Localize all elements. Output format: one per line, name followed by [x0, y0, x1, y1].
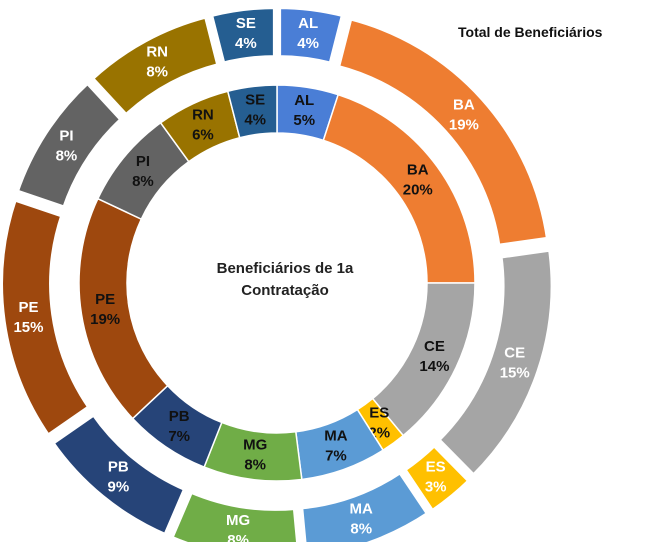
slice — [0, 194, 95, 442]
slice-value-label: 6% — [192, 127, 214, 144]
slice-value-label: 8% — [244, 457, 266, 474]
slice-value-label: 8% — [227, 532, 249, 542]
slice-value-label: 7% — [325, 448, 347, 465]
slice — [46, 408, 191, 541]
slice — [11, 77, 128, 213]
slice — [275, 3, 348, 69]
slice-value-label: 15% — [13, 319, 43, 336]
slice-category-label: PB — [169, 408, 190, 425]
slice-value-label: 5% — [293, 112, 315, 129]
slice-category-label: RN — [146, 43, 168, 60]
slice-value-label: 8% — [56, 147, 78, 164]
slice-value-label: 4% — [244, 111, 266, 128]
slice-category-label: BA — [407, 162, 429, 179]
slice-category-label: SE — [245, 91, 265, 108]
slice — [333, 13, 553, 251]
slice-category-label: CE — [504, 344, 525, 361]
slice-category-label: MA — [350, 500, 373, 517]
slice — [398, 439, 475, 517]
slice-category-label: SE — [236, 15, 256, 32]
slice-value-label: 4% — [235, 35, 257, 52]
slice-value-label: 19% — [90, 311, 120, 328]
slice-category-label: CE — [424, 338, 445, 355]
slice-value-label: 8% — [132, 173, 154, 190]
slice-category-label: AL — [294, 92, 314, 109]
slice — [296, 466, 434, 542]
slice-value-label: 15% — [500, 364, 530, 381]
slice-value-label: 19% — [449, 116, 479, 133]
slice — [206, 3, 279, 69]
slice-value-label: 8% — [350, 520, 372, 537]
inner-ring-title: Beneficiários de 1a Contratação — [216, 260, 354, 299]
slice-category-label: PE — [18, 299, 38, 316]
slice-category-label: RN — [192, 107, 214, 124]
slice-category-label: PI — [59, 127, 73, 144]
slice-category-label: MG — [243, 437, 267, 454]
slice-value-label: 7% — [168, 428, 190, 445]
slice — [432, 245, 557, 482]
slice — [226, 84, 278, 139]
slice-value-label: 9% — [107, 478, 129, 495]
slice-category-label: PE — [95, 291, 115, 308]
slice-category-label: MG — [226, 512, 250, 529]
slice-category-label: PI — [136, 153, 150, 170]
slice-category-label: ES — [426, 458, 446, 475]
slice-category-label: ES — [369, 405, 389, 422]
slice-category-label: MA — [324, 428, 347, 445]
slice-value-label: 14% — [419, 358, 449, 375]
slice-value-label: 20% — [403, 182, 433, 199]
slice-value-label: 4% — [297, 35, 319, 52]
slice — [78, 197, 169, 420]
slice-category-label: PB — [108, 458, 129, 475]
slice — [86, 11, 224, 121]
slice-category-label: BA — [453, 96, 475, 113]
slice-category-label: AL — [298, 15, 318, 32]
outer-ring-title: Total de Beneficiários — [458, 24, 603, 40]
slice-value-label: 3% — [425, 478, 447, 495]
slice-value-label: 8% — [146, 63, 168, 80]
slice — [166, 486, 303, 542]
